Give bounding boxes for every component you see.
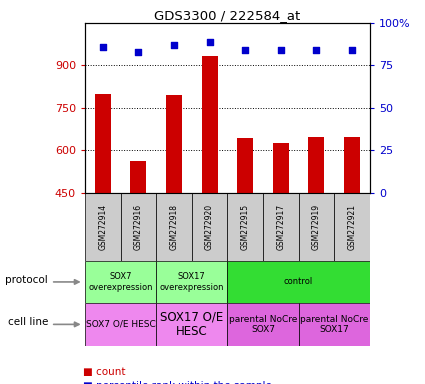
Text: control: control [284, 277, 313, 286]
Text: GSM272917: GSM272917 [276, 204, 285, 250]
Text: SOX7 O/E HESC: SOX7 O/E HESC [86, 320, 156, 329]
Point [170, 42, 177, 48]
Bar [192, 193, 227, 261]
Text: GSM272920: GSM272920 [205, 204, 214, 250]
Bar [156, 303, 227, 346]
Text: GSM272914: GSM272914 [98, 204, 107, 250]
Bar [166, 95, 182, 193]
Bar [227, 261, 370, 303]
Bar [85, 261, 156, 303]
Bar [95, 94, 111, 193]
Bar [85, 193, 121, 261]
Point [99, 44, 106, 50]
Bar [263, 193, 298, 261]
Point [348, 47, 355, 53]
Text: protocol: protocol [5, 275, 48, 285]
Bar [130, 161, 146, 193]
Bar [273, 143, 289, 193]
Bar [237, 138, 253, 193]
Bar [227, 303, 298, 346]
Text: SOX7
overexpression: SOX7 overexpression [88, 272, 153, 291]
Text: GSM272919: GSM272919 [312, 204, 321, 250]
Bar [121, 193, 156, 261]
Text: GSM272916: GSM272916 [134, 204, 143, 250]
Point [206, 39, 213, 45]
Bar [334, 193, 370, 261]
Bar [227, 193, 263, 261]
Point [242, 47, 249, 53]
Text: ■ percentile rank within the sample: ■ percentile rank within the sample [83, 381, 272, 384]
Text: GSM272915: GSM272915 [241, 204, 249, 250]
Text: cell line: cell line [8, 317, 48, 327]
Text: GSM272921: GSM272921 [348, 204, 357, 250]
Text: ■ count: ■ count [83, 367, 125, 377]
Bar [344, 137, 360, 193]
Title: GDS3300 / 222584_at: GDS3300 / 222584_at [154, 9, 300, 22]
Bar [156, 261, 227, 303]
Text: parental NoCre
SOX7: parental NoCre SOX7 [229, 314, 297, 334]
Bar [298, 303, 370, 346]
Bar [298, 193, 334, 261]
Text: GSM272918: GSM272918 [170, 204, 178, 250]
Bar [201, 56, 218, 193]
Point [278, 47, 284, 53]
Bar [156, 193, 192, 261]
Text: SOX17 O/E
HESC: SOX17 O/E HESC [160, 310, 224, 338]
Text: SOX17
overexpression: SOX17 overexpression [159, 272, 224, 291]
Point [135, 49, 142, 55]
Bar [85, 303, 156, 346]
Text: parental NoCre
SOX17: parental NoCre SOX17 [300, 314, 368, 334]
Point [313, 47, 320, 53]
Bar [309, 137, 324, 193]
